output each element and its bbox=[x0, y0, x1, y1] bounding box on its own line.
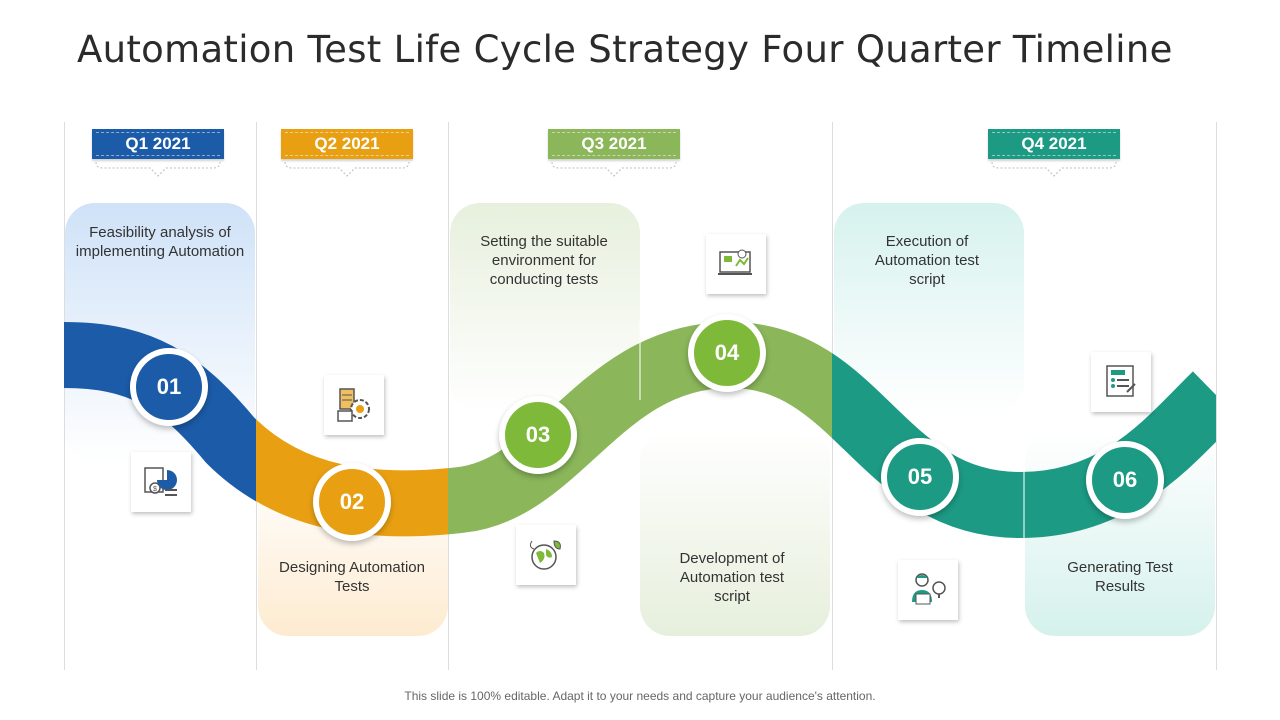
step-text-1: Feasibility analysis of implementing Aut… bbox=[75, 224, 245, 260]
step-number-1: 01 bbox=[130, 348, 208, 426]
step-number-4: 04 bbox=[688, 314, 766, 392]
quarter-label-q2: Q2 2021 bbox=[281, 129, 413, 159]
divider bbox=[64, 122, 65, 670]
quarter-brace bbox=[284, 161, 410, 177]
footer-note: This slide is 100% editable. Adapt it to… bbox=[404, 689, 876, 703]
step-panel-5 bbox=[834, 203, 1024, 413]
step-number-3: 03 bbox=[499, 396, 577, 474]
step-text-2: Designing Automation Tests bbox=[279, 559, 425, 595]
divider bbox=[448, 122, 449, 670]
wave-segment-q4 bbox=[832, 353, 1216, 539]
step-number-6: 06 bbox=[1086, 441, 1164, 519]
quarter-label-q1: Q1 2021 bbox=[92, 129, 224, 159]
divider bbox=[1216, 122, 1217, 670]
dashboard-monitor-icon bbox=[706, 234, 766, 294]
step-number-5: 05 bbox=[881, 438, 959, 516]
step-number-2: 02 bbox=[313, 463, 391, 541]
quarter-brace bbox=[551, 161, 677, 177]
step-text-3: Setting the suitable environment for con… bbox=[480, 233, 608, 288]
step-panel-4 bbox=[640, 430, 830, 636]
quarter-label-q3: Q3 2021 bbox=[548, 129, 680, 159]
step-text-4: Development of Automation test script bbox=[679, 550, 785, 605]
quarter-brace bbox=[95, 161, 221, 177]
quarter-label-q4: Q4 2021 bbox=[988, 129, 1120, 159]
quarter-brace bbox=[991, 161, 1117, 177]
divider bbox=[256, 122, 257, 670]
engineer-idea-icon bbox=[898, 560, 958, 620]
wave-segment-q3 bbox=[448, 321, 832, 535]
page-title: Automation Test Life Cycle Strategy Four… bbox=[77, 28, 1173, 71]
server-gear-icon bbox=[324, 375, 384, 435]
step-text-6: Generating Test Results bbox=[1067, 559, 1173, 595]
step-text-5: Execution of Automation test script bbox=[874, 233, 980, 288]
eco-globe-icon bbox=[516, 525, 576, 585]
wave-segment-q1 bbox=[64, 322, 256, 502]
financial-report-icon: $ bbox=[131, 452, 191, 512]
checklist-icon bbox=[1091, 352, 1151, 412]
svg-text:$: $ bbox=[153, 486, 157, 493]
